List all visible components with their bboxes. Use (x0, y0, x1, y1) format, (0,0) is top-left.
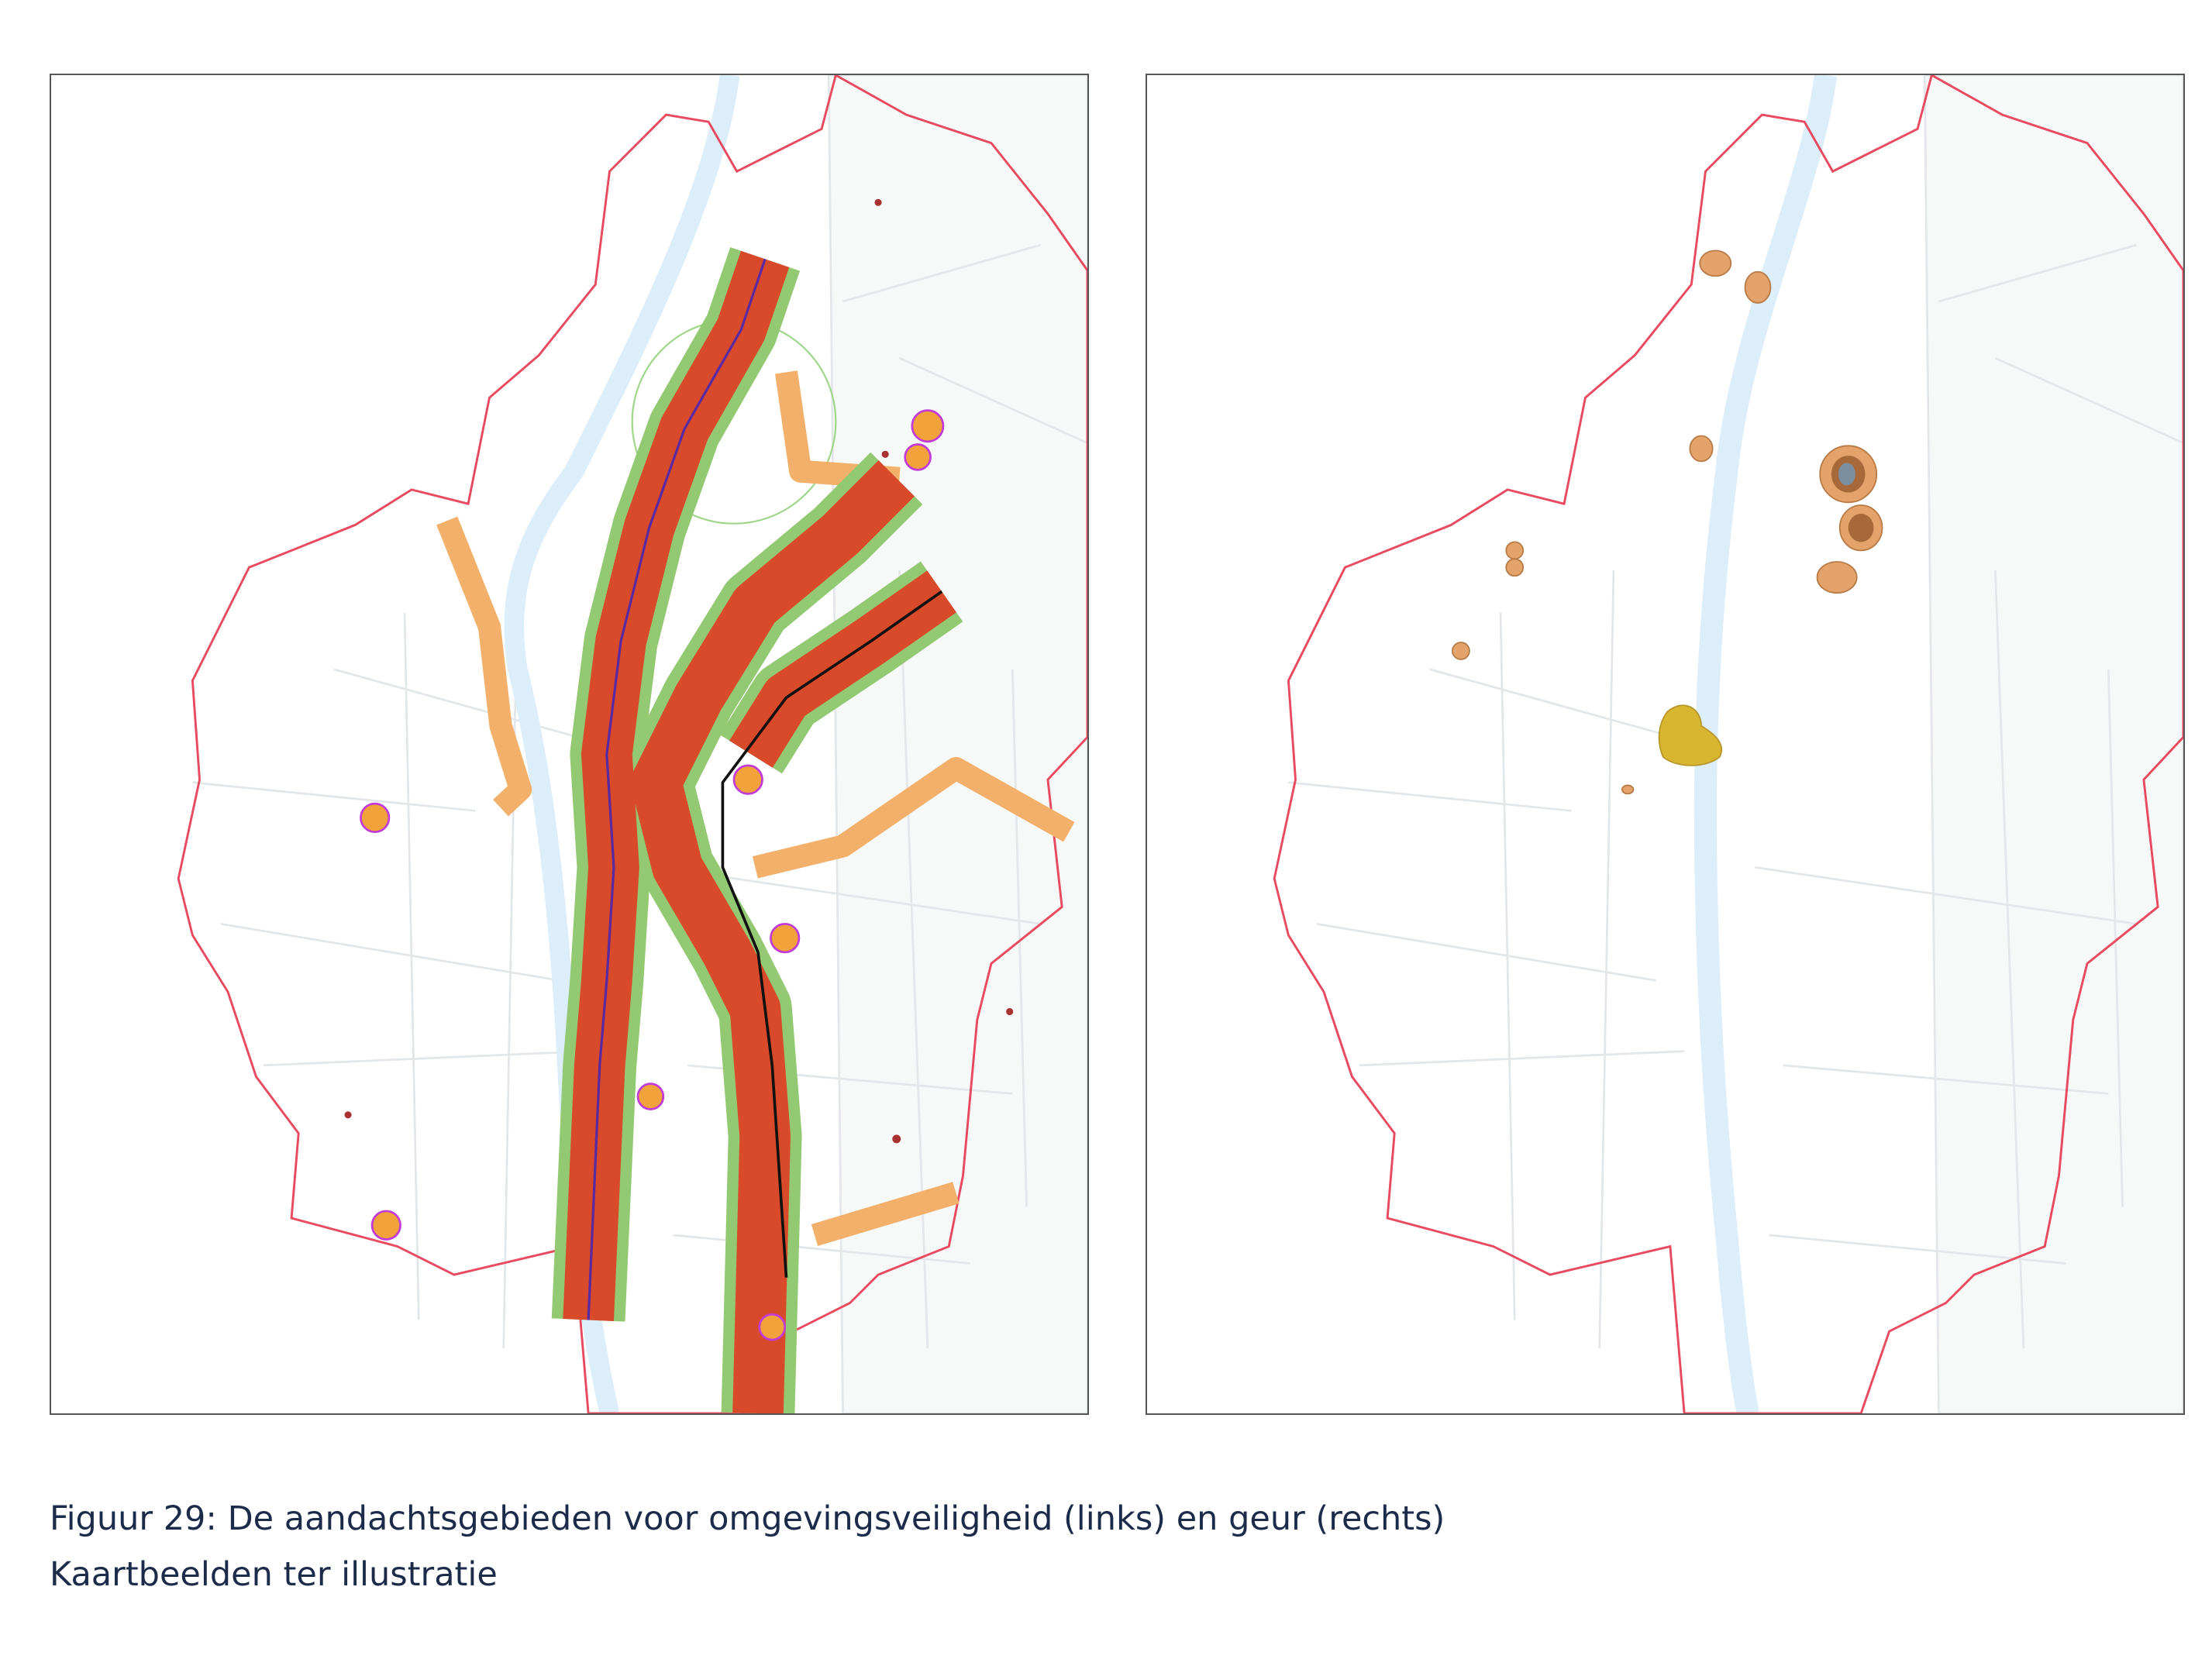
map-safety (50, 74, 1089, 1415)
map-safety-graphic (177, 75, 1087, 1413)
caption-line: Figuur 29: De aandachtsgebieden voor omg… (50, 1499, 1445, 1538)
map-odour (1146, 74, 2185, 1415)
map-odour-graphic (1273, 75, 2183, 1413)
caption-line: Kaartbeelden ter illustratie (50, 1555, 498, 1594)
